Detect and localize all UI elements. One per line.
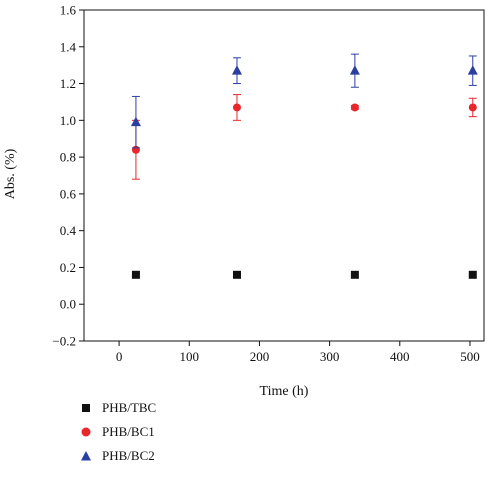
data-point-triangle <box>130 116 141 127</box>
data-point-square <box>131 270 140 279</box>
legend-label: PHB/TBC <box>102 400 157 415</box>
data-point-circle <box>232 103 241 112</box>
x-tick-label: 500 <box>460 349 480 364</box>
axis-ticks: 0 100 200 300 400 500 −0.2 0.0 0.2 0.4 0.6 0.8 1.0 1.… <box>52 3 479 365</box>
legend-item-phb-bc1: PHB/BC1 <box>80 420 156 444</box>
y-tick-label: 1.4 <box>60 39 77 54</box>
x-tick-label: 0 <box>116 349 123 364</box>
data-point-square <box>468 270 477 279</box>
square-marker-icon <box>82 404 90 412</box>
y-tick-label: 1.2 <box>60 76 76 91</box>
y-tick-label: 0.8 <box>60 150 76 165</box>
x-tick-label: 400 <box>390 349 410 364</box>
data-point-triangle <box>467 65 478 75</box>
data-point-circle <box>468 103 477 112</box>
triangle-marker-icon <box>81 451 91 461</box>
plot-frame <box>83 9 485 342</box>
data-point-triangle <box>231 65 242 75</box>
data-point-triangle <box>349 65 360 75</box>
legend-label: PHB/BC1 <box>102 424 155 439</box>
legend-label: PHB/BC2 <box>102 448 155 463</box>
y-tick-label: 0.6 <box>60 186 77 201</box>
x-tick-label: 200 <box>250 349 270 364</box>
y-tick-label: −0.2 <box>52 334 76 349</box>
legend: PHB/TBC PHB/BC1 PHB/BC2 <box>80 396 156 468</box>
x-axis-label: Time (h) <box>260 384 309 399</box>
data-point-square <box>232 270 241 279</box>
y-tick-label: 1.0 <box>60 113 76 128</box>
y-tick-label: 0.2 <box>60 260 76 275</box>
y-tick-label: 0.4 <box>60 223 77 238</box>
x-tick-label: 100 <box>180 349 200 364</box>
legend-item-phb-bc2: PHB/BC2 <box>80 444 156 468</box>
data-marks <box>130 53 478 279</box>
circle-marker-icon <box>81 427 91 437</box>
legend-item-phb-tbc: PHB/TBC <box>80 396 156 420</box>
data-point-square <box>350 270 359 279</box>
y-tick-label: 1.6 <box>60 3 77 18</box>
data-point-circle <box>350 103 359 112</box>
y-tick-label: 0.0 <box>60 297 76 312</box>
x-tick-label: 300 <box>320 349 340 364</box>
y-axis-label: Abs. (%) <box>3 148 18 199</box>
